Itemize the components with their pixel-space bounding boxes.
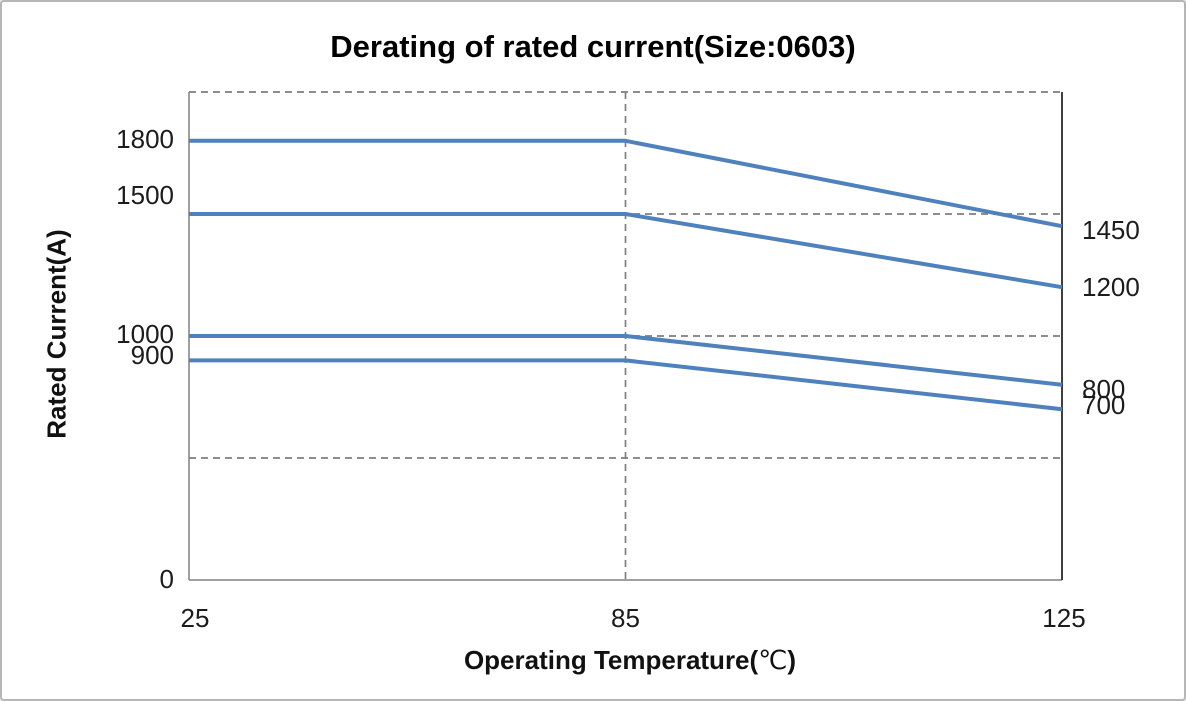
- x-axis-title-text: Operating Temperature(: [463, 645, 759, 675]
- series-line-1500A: [189, 212, 1063, 290]
- series-start-label-900: 900: [130, 340, 174, 371]
- series-end-label-1200: 1200: [1082, 272, 1140, 303]
- x-tick-label-125: 125: [1042, 603, 1086, 633]
- series-line-900A: [189, 358, 1063, 412]
- series-end-label-700: 700: [1082, 390, 1126, 421]
- series-end-label-1450: 1450: [1082, 215, 1140, 246]
- chart-title: Derating of rated current(Size:0603): [330, 29, 856, 64]
- x-tick-label-25: 25: [180, 603, 210, 633]
- x-tick-label-85: 85: [611, 603, 640, 633]
- series-end-label-800: 800: [1082, 373, 1126, 404]
- series-start-label-1800: 1800: [116, 123, 174, 154]
- series-line-1000A: [189, 334, 1063, 387]
- y-axis-zero-label: 0: [159, 564, 174, 594]
- series-line-1800A: [189, 138, 1063, 229]
- series-start-label-1000: 1000: [116, 319, 174, 349]
- x-axis-title: Operating Temperature(℃): [464, 645, 796, 676]
- x-axis-title-close-paren: ): [787, 645, 797, 675]
- celsius-unit-glyph: ℃: [758, 645, 788, 675]
- series-start-label-1500: 1500: [116, 180, 174, 210]
